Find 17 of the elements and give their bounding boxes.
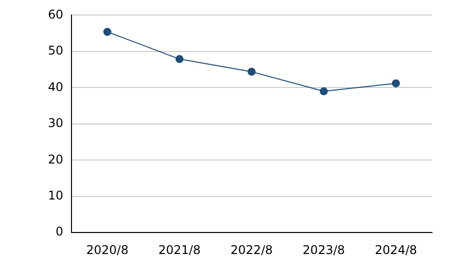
y-tick-label: 20: [48, 152, 64, 166]
y-tick-label: 10: [48, 188, 64, 202]
y-tick-label: 50: [48, 44, 64, 58]
x-tick-label: 2020/8: [86, 242, 128, 257]
x-tick-label: 2021/8: [158, 242, 201, 257]
y-tick-label: 0: [56, 224, 64, 239]
point: [392, 79, 400, 88]
point: [103, 28, 112, 36]
x-tick-label: 2024/8: [374, 242, 418, 257]
point: [175, 55, 184, 64]
point: [248, 68, 256, 76]
y-tick-label: 40: [48, 80, 64, 94]
y-tick-label: 60: [48, 7, 64, 22]
y-tick-label: 30: [48, 116, 64, 130]
point: [320, 87, 328, 96]
x-tick-label: 2023/8: [302, 242, 345, 257]
x-tick-label: 2022/8: [230, 242, 273, 257]
